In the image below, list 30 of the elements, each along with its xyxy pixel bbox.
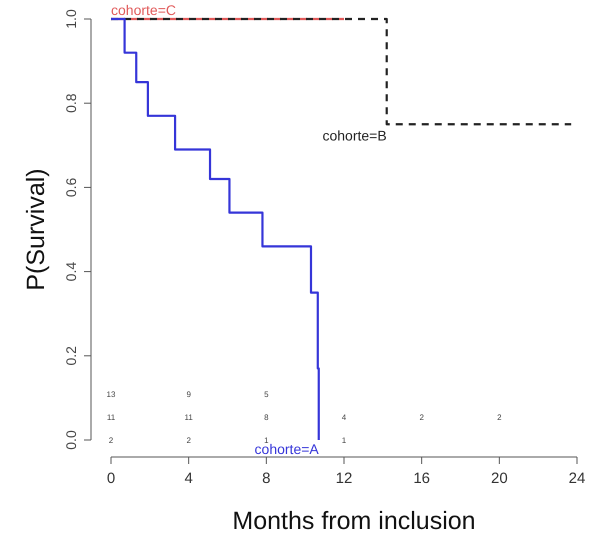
annotation: 13: [106, 390, 116, 399]
annotation: 2: [497, 413, 502, 422]
y-tick-label: 0.6: [63, 177, 79, 198]
series-label: cohorte=C: [111, 2, 176, 18]
x-tick-label: 12: [336, 470, 352, 487]
annotation: 1: [342, 436, 347, 445]
annotation: 9: [186, 390, 192, 399]
x-tick-label: 24: [568, 470, 586, 487]
annotation: 2: [186, 436, 192, 445]
x-axis-title: Months from inclusion: [232, 507, 476, 535]
series-label: cohorte=B: [322, 127, 387, 144]
y-tick-label: 0.0: [63, 430, 79, 450]
annotation: 11: [184, 413, 194, 422]
annotation: 2: [108, 436, 114, 445]
annotation: 4: [342, 413, 347, 422]
x-tick-label: 16: [413, 470, 430, 487]
x-tick-label: 20: [490, 470, 508, 487]
y-tick-label: 0.2: [63, 346, 79, 366]
y-tick-label: 1.0: [63, 9, 79, 29]
x-tick-label: 0: [106, 470, 116, 487]
annotation: 11: [106, 413, 116, 422]
y-tick-label: 0.8: [63, 93, 79, 113]
y-tick-label: 0.4: [63, 262, 79, 282]
x-tick-label: 4: [184, 470, 193, 487]
annotation: 2: [419, 413, 424, 422]
x-tick-label: 8: [262, 470, 271, 487]
annotation: 8: [264, 413, 270, 422]
annotation: 5: [264, 390, 270, 399]
annotation: 1: [264, 436, 270, 445]
y-axis-title: P(Survival): [22, 168, 50, 291]
